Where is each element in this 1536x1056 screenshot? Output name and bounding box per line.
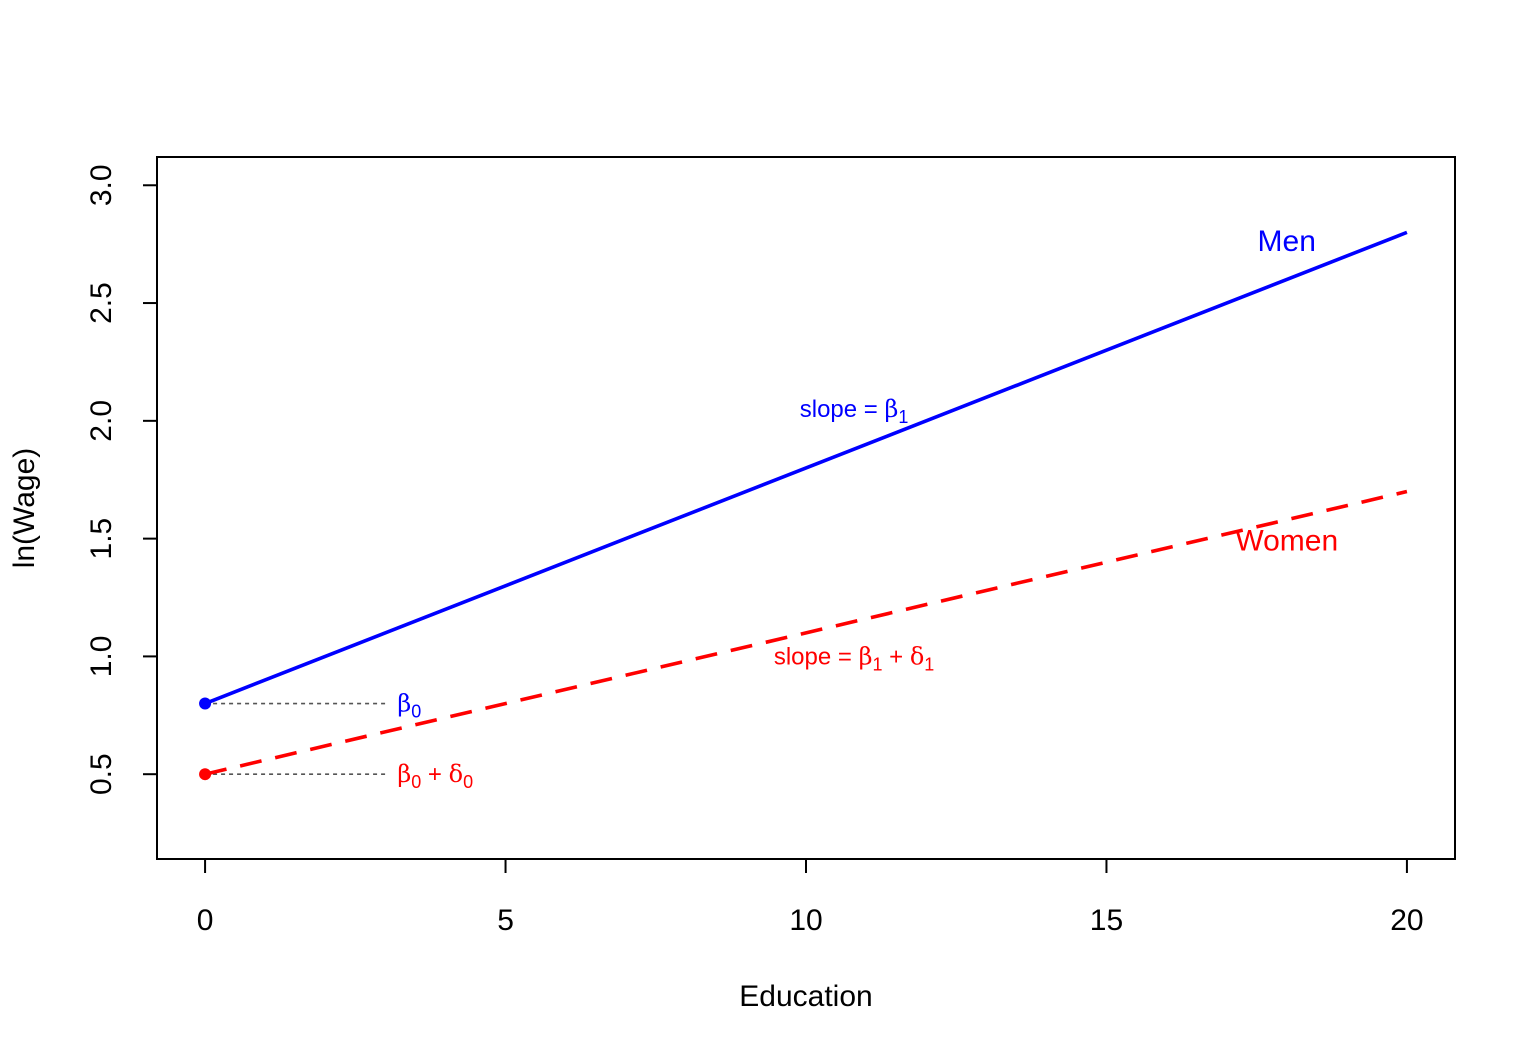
annotation-intercept-women: β0 + δ0 [397, 760, 473, 792]
y-tick-label-2: 1.5 [85, 518, 118, 560]
series-line-women [204, 489, 1408, 776]
series-label-women: Women [1235, 524, 1338, 557]
y-tick-label-0: 0.5 [85, 753, 118, 795]
annotations: slope = β1 slope = β1 + δ1 β0 β0 + δ0 [397, 395, 934, 792]
intercept-point-1 [199, 768, 212, 781]
y-axis-title: ln(Wage) [8, 448, 41, 569]
y-tick-label-3: 2.0 [85, 400, 118, 442]
annotation-slope-men: slope = β1 [800, 395, 909, 427]
x-axis-title: Education [739, 980, 872, 1013]
annotation-intercept-men: β0 [397, 690, 421, 722]
x-tick-label-2: 10 [789, 904, 822, 937]
x-tick-label-4: 20 [1390, 904, 1423, 937]
intercept-point-0 [199, 697, 212, 710]
x-tick-label-0: 0 [197, 904, 214, 937]
y-axis: 0.5 1.0 1.5 2.0 2.5 3.0 [85, 164, 158, 795]
series-label-men: Men [1258, 225, 1316, 258]
series-lines [204, 230, 1408, 776]
x-tick-label-3: 15 [1090, 904, 1123, 937]
plot-frame [156, 156, 1456, 860]
series-labels: Men Women [1235, 225, 1338, 557]
annotation-slope-women: slope = β1 + δ1 [774, 642, 934, 674]
series-line-men [204, 230, 1408, 706]
x-tick-label-1: 5 [497, 904, 514, 937]
intercept-points [199, 697, 212, 781]
y-tick-label-1: 1.0 [85, 636, 118, 678]
y-tick-label-4: 2.5 [85, 282, 118, 324]
y-tick-label-5: 3.0 [85, 164, 118, 206]
x-axis: 0 5 10 15 20 [197, 858, 1424, 937]
reference-lines [205, 702, 386, 775]
